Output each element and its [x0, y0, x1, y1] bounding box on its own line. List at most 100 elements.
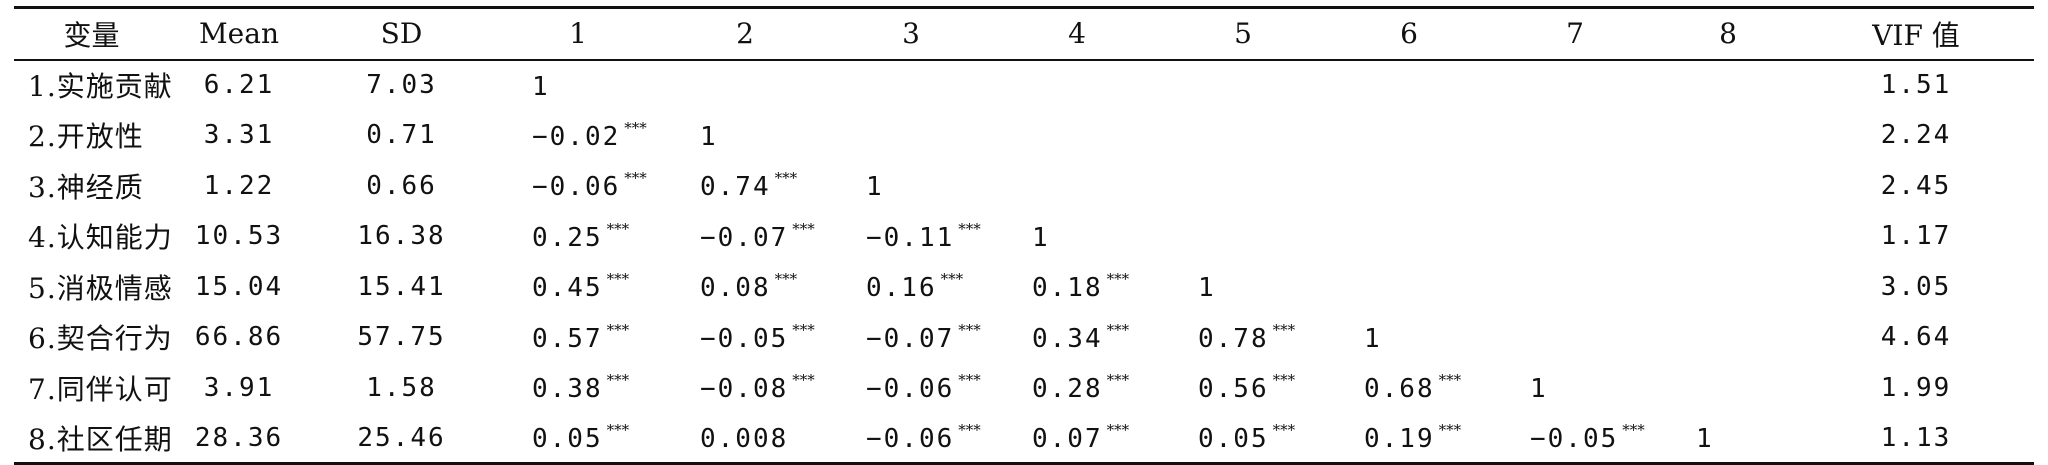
correlation-cell-1: 0.05 ***: [494, 413, 662, 465]
significance-marker: ***: [1106, 371, 1130, 390]
correlation-cell-1: 0.45 ***: [494, 262, 662, 313]
variable-label: 3.神经质: [28, 170, 144, 204]
correlation-value: 1: [1530, 374, 1548, 405]
correlation-value: 0.05: [532, 424, 603, 454]
correlation-value: 1: [1032, 222, 1050, 253]
header-vif: VIF 值: [1798, 6, 2034, 61]
correlation-value: 0.07: [1032, 424, 1103, 454]
correlation-value: −0.06: [866, 374, 955, 405]
correlation-cell-4: 1: [994, 211, 1160, 262]
correlation-cell-5: 0.56 ***: [1160, 363, 1326, 414]
correlation-cell-2: 0.008: [662, 413, 828, 465]
correlation-value: −0.05: [1530, 424, 1619, 454]
correlation-cell-6: [1326, 60, 1492, 111]
correlation-value: 1: [866, 172, 884, 203]
variable-label: 4.认知能力: [28, 221, 173, 255]
significance-marker: ***: [774, 270, 798, 289]
correlation-cell-6: [1326, 110, 1492, 161]
sd-value: 15.41: [357, 271, 446, 302]
correlation-value: −0.05: [700, 323, 789, 354]
significance-marker: ***: [958, 320, 981, 339]
significance-marker: ***: [1272, 421, 1296, 439]
correlation-cell-4: 0.07 ***: [994, 413, 1160, 465]
significance-marker: ***: [606, 320, 630, 339]
variable-label: 6.契合行为: [28, 322, 173, 356]
correlation-cell-2: −0.08 ***: [662, 363, 828, 414]
correlation-cell-7: [1492, 110, 1658, 161]
vif-value: 3.05: [1880, 271, 1952, 302]
correlation-cell-5: [1160, 211, 1326, 262]
correlation-cell-5: [1160, 60, 1326, 111]
header-col-6: 6: [1326, 6, 1492, 61]
significance-marker: ***: [1106, 270, 1130, 289]
header-col-7: 7: [1492, 6, 1658, 61]
correlation-value: −0.07: [866, 323, 955, 354]
correlation-cell-8: [1658, 211, 1798, 262]
table-row: 8.社区任期 28.36 25.46 0.05 *** 0.008 −0.06 *** 0.07…: [14, 413, 2034, 465]
header-variable: 变量: [14, 6, 169, 61]
correlation-cell-7: [1492, 60, 1658, 111]
sd-value: 0.66: [366, 170, 437, 201]
significance-marker: ***: [958, 371, 981, 390]
correlation-cell-8: [1658, 312, 1798, 363]
sd-value: 57.75: [357, 322, 446, 353]
correlation-cell-3: −0.11 ***: [828, 211, 994, 262]
variable-label: 2.开放性: [28, 120, 144, 154]
correlation-value: 1: [1364, 323, 1382, 354]
header-mean: Mean: [169, 6, 309, 61]
correlation-cell-2: −0.05 ***: [662, 312, 828, 363]
correlation-cell-8: [1658, 363, 1798, 414]
table-row: 2.开放性 3.31 0.71 −0.02 *** 1 2.24: [14, 110, 2034, 161]
vif-value: 1.13: [1798, 413, 2034, 465]
correlation-cell-3: 1: [828, 161, 994, 212]
header-col-8: 8: [1658, 6, 1798, 61]
correlation-cell-8: [1658, 262, 1798, 313]
correlation-value: 0.18: [1032, 273, 1103, 304]
correlation-cell-5: 1: [1160, 262, 1326, 313]
mean-value: 6.21: [203, 70, 275, 101]
correlation-cell-3: −0.06 ***: [828, 363, 994, 414]
significance-marker: ***: [792, 219, 815, 238]
correlation-value: 0.25: [532, 222, 603, 253]
significance-marker: ***: [1272, 371, 1296, 390]
mean-value: 1.22: [203, 170, 275, 201]
correlation-value: 0.57: [532, 323, 603, 354]
correlation-table-container: 变量 Mean SD 1 2 3 4 5 6 7 8 VIF 值 1.实施贡献 6…: [14, 6, 2034, 465]
correlation-cell-7: −0.05 ***: [1492, 413, 1658, 465]
correlation-value: 1: [532, 71, 550, 102]
correlation-cell-1: −0.02 ***: [494, 110, 662, 161]
table-row: 1.实施贡献 6.21 7.03 1 1.51: [14, 60, 2034, 111]
significance-marker: ***: [940, 270, 964, 289]
correlation-cell-7: [1492, 262, 1658, 313]
significance-marker: ***: [606, 219, 630, 238]
significance-marker: ***: [606, 421, 630, 439]
correlation-cell-3: −0.06 ***: [828, 413, 994, 465]
correlation-cell-1: 0.25 ***: [494, 211, 662, 262]
correlation-cell-7: 1: [1492, 363, 1658, 414]
correlation-value: 0.19: [1364, 424, 1435, 454]
sd-value: 1.58: [366, 372, 437, 403]
correlation-cell-6: [1326, 211, 1492, 262]
correlation-cell-4: [994, 161, 1160, 212]
correlation-cell-1: 0.38 ***: [494, 363, 662, 414]
table-row: 6.契合行为 66.86 57.75 0.57 *** −0.05 *** −0.07 *** 0…: [14, 312, 2034, 363]
correlation-cell-1: −0.06 ***: [494, 161, 662, 212]
variable-label: 5.消极情感: [28, 271, 173, 305]
sd-value: 16.38: [357, 221, 446, 252]
significance-marker: ***: [958, 219, 981, 238]
header-col-2: 2: [662, 6, 828, 61]
significance-marker: ***: [606, 371, 630, 390]
correlation-cell-2: −0.07 ***: [662, 211, 828, 262]
correlation-cell-7: [1492, 161, 1658, 212]
correlation-cell-2: 0.08 ***: [662, 262, 828, 313]
correlation-cell-7: [1492, 312, 1658, 363]
correlation-cell-1: 1: [494, 60, 662, 111]
correlation-cell-5: [1160, 110, 1326, 161]
correlation-value: 0.16: [866, 273, 937, 304]
variable-label: 1.实施贡献: [28, 70, 173, 104]
significance-marker: ***: [792, 371, 815, 390]
correlation-cell-6: [1326, 262, 1492, 313]
table-row: 4.认知能力 10.53 16.38 0.25 *** −0.07 *** −0.11 *** 1…: [14, 211, 2034, 262]
correlation-table: 变量 Mean SD 1 2 3 4 5 6 7 8 VIF 值 1.实施贡献 6…: [14, 6, 2034, 465]
correlation-cell-6: 0.19 ***: [1326, 413, 1492, 465]
